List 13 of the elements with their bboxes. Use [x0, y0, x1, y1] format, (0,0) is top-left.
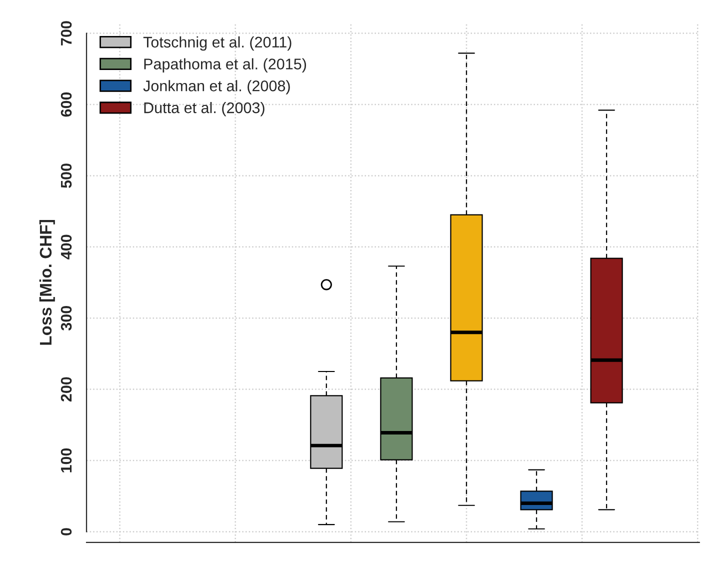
legend-label: Jonkman et al. (2008)	[143, 80, 290, 94]
y-tick-label: 400	[60, 234, 72, 260]
legend-label: Dutta et al. (2003)	[144, 102, 264, 116]
y-tick-label: 100	[60, 448, 72, 472]
y-tick-label: 300	[60, 306, 72, 330]
y-tick-label: 0	[60, 528, 72, 536]
legend-label: Papathoma et al. (2015)	[144, 58, 306, 72]
y-tick-label: 600	[60, 92, 72, 117]
y-tick-label: 700	[60, 21, 72, 46]
y-axis-title: Loss [Mio. CHF]	[39, 220, 55, 345]
legend-label: Totschnig et al. (2011)	[143, 36, 292, 51]
y-tick-label: 500	[60, 164, 72, 188]
y-tick-label: 200	[60, 377, 72, 402]
